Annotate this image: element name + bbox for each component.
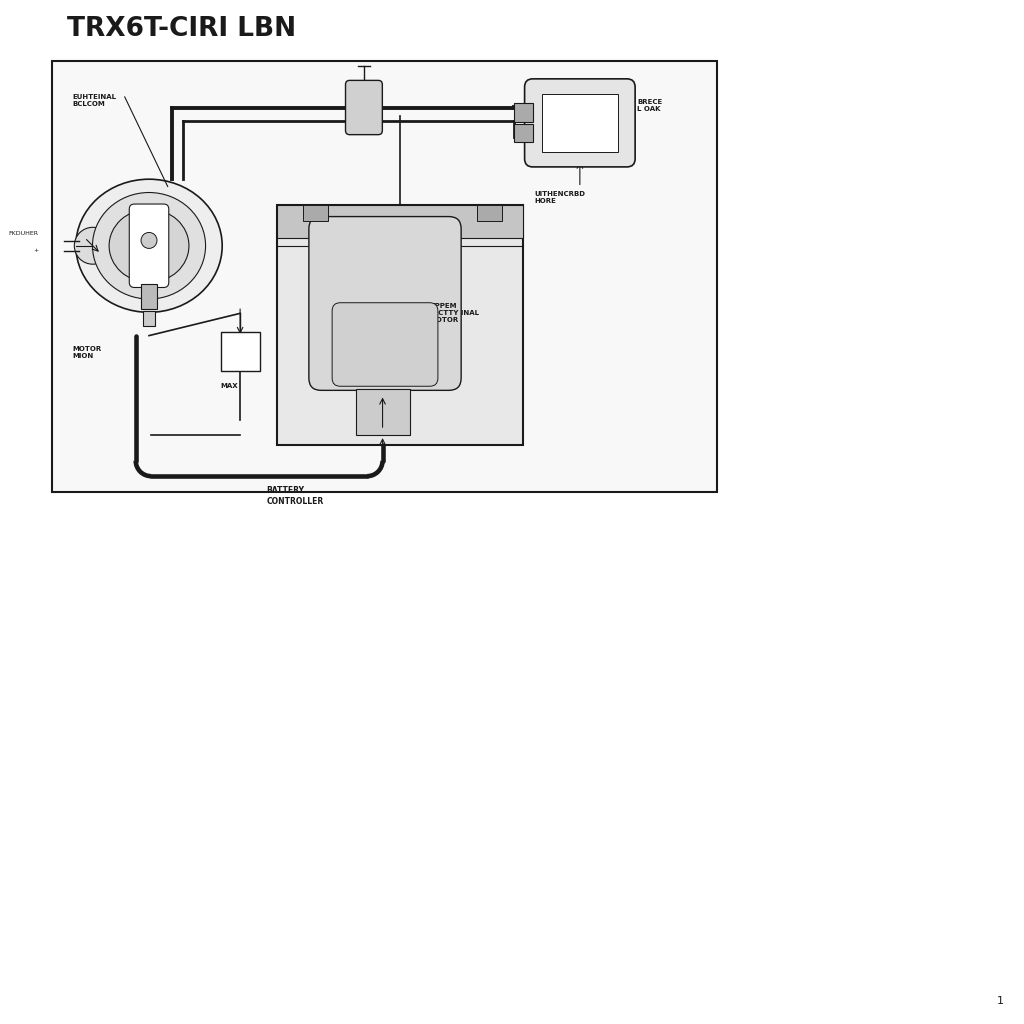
FancyBboxPatch shape (309, 217, 461, 390)
FancyBboxPatch shape (542, 94, 617, 152)
Ellipse shape (76, 179, 222, 312)
FancyBboxPatch shape (143, 311, 155, 326)
FancyBboxPatch shape (524, 79, 635, 167)
Text: UPPEM
LECTTY INAL
MOTOR: UPPEM LECTTY INAL MOTOR (429, 303, 479, 324)
Circle shape (75, 227, 112, 264)
Text: BRECE
L OAK: BRECE L OAK (637, 99, 663, 112)
FancyBboxPatch shape (514, 124, 532, 142)
FancyBboxPatch shape (220, 332, 259, 371)
Bar (52, 61, 717, 492)
Text: 1: 1 (996, 995, 1004, 1006)
Text: MOTOR
MION: MOTOR MION (73, 346, 101, 358)
FancyBboxPatch shape (129, 204, 169, 288)
FancyBboxPatch shape (302, 205, 328, 221)
Ellipse shape (110, 209, 189, 283)
Text: EUHTEINAL
BCLCOM: EUHTEINAL BCLCOM (73, 94, 117, 108)
FancyBboxPatch shape (276, 205, 522, 445)
Text: FKDUHER: FKDUHER (8, 231, 39, 236)
Text: UITHENCRBD
HORE: UITHENCRBD HORE (535, 191, 586, 205)
Ellipse shape (92, 193, 206, 299)
Text: TRX6T-CIRI LBN: TRX6T-CIRI LBN (68, 15, 296, 42)
FancyBboxPatch shape (345, 80, 382, 134)
FancyBboxPatch shape (476, 205, 502, 221)
Text: +: + (33, 249, 39, 253)
FancyBboxPatch shape (141, 284, 157, 309)
FancyBboxPatch shape (355, 389, 410, 435)
FancyBboxPatch shape (276, 205, 522, 238)
Circle shape (141, 232, 157, 249)
Text: MAX: MAX (220, 383, 239, 389)
Text: BATTERY
CONTROLLER: BATTERY CONTROLLER (266, 486, 324, 506)
FancyBboxPatch shape (332, 303, 438, 386)
FancyBboxPatch shape (514, 103, 532, 122)
